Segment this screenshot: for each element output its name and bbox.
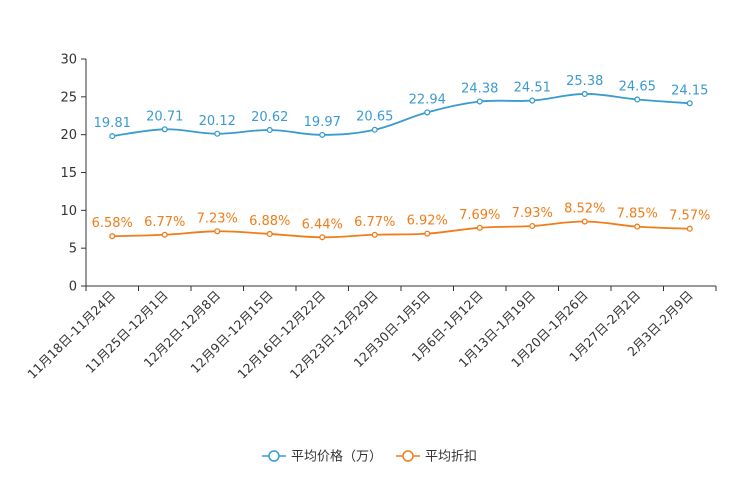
- data-point: [476, 224, 483, 231]
- data-label: 24.38: [461, 82, 498, 97]
- data-label: 7.69%: [459, 208, 500, 223]
- x-tick-label: 11月18日-11月24日: [24, 288, 118, 382]
- data-point: [371, 126, 378, 133]
- data-point: [476, 98, 483, 105]
- data-point: [109, 133, 116, 140]
- data-point: [686, 100, 693, 107]
- data-point: [581, 90, 588, 98]
- data-point: [319, 131, 326, 138]
- series-line: [112, 93, 690, 137]
- data-label: 7.93%: [512, 206, 553, 221]
- data-point: [581, 218, 588, 225]
- data-point: [161, 126, 168, 133]
- data-label: 25.38: [566, 74, 603, 89]
- data-point: [424, 109, 431, 116]
- data-label: 22.94: [409, 92, 446, 107]
- data-label: 7.85%: [617, 207, 658, 222]
- legend-label: 平均折扣: [425, 450, 477, 465]
- data-point: [686, 225, 693, 232]
- series-2: 6.58% 6.77% 7.23% 6.88% 6.44% 6.77% 6.92% 7.69%…: [92, 202, 710, 241]
- data-label: 6.77%: [144, 215, 185, 230]
- data-label: 8.52%: [564, 202, 605, 217]
- data-point: [266, 230, 273, 237]
- y-tick-label: 5: [69, 242, 77, 257]
- data-label: 6.92%: [407, 214, 448, 229]
- data-point: [424, 230, 431, 237]
- x-tick-label: 12月16日-12月22日: [234, 288, 328, 382]
- data-point: [529, 222, 536, 230]
- legend-marker-icon: [268, 450, 280, 462]
- data-point: [161, 231, 168, 238]
- data-point: [529, 97, 536, 104]
- data-label: 20.71: [146, 109, 183, 124]
- y-tick-label: 0: [69, 280, 77, 295]
- legend-label: 平均价格（万）: [291, 449, 382, 465]
- data-label: 24.65: [619, 79, 656, 94]
- data-label: 7.23%: [197, 211, 238, 226]
- legend-marker-icon: [402, 450, 414, 462]
- y-tick-label: 30: [60, 53, 77, 68]
- legend-item-1: 平均价格（万）: [262, 449, 382, 465]
- data-point: [109, 233, 116, 240]
- data-label: 6.58%: [92, 216, 133, 231]
- data-label: 7.57%: [669, 209, 710, 224]
- data-point: [266, 126, 273, 134]
- y-tick-label: 10: [60, 204, 77, 219]
- series-1: 19.81 20.71 20.12 20.62 19.97 20.65 22.94 24.38…: [94, 74, 708, 140]
- data-label: 19.97: [304, 115, 341, 130]
- data-label: 6.77%: [354, 215, 395, 230]
- data-label: 6.44%: [302, 217, 343, 232]
- data-point: [319, 234, 326, 241]
- data-point: [214, 130, 221, 137]
- data-label: 20.65: [356, 110, 393, 125]
- data-point: [371, 231, 378, 238]
- data-point: [634, 223, 641, 230]
- y-tick-label: 25: [60, 90, 77, 105]
- legend-item-2: 平均折扣: [396, 450, 477, 465]
- series-line: [112, 220, 690, 239]
- data-label: 6.88%: [249, 214, 290, 229]
- y-tick-label: 15: [60, 166, 77, 181]
- data-label: 24.15: [671, 83, 708, 98]
- data-label: 19.81: [94, 116, 131, 131]
- x-tick-label: 12月23日-12月29日: [287, 288, 381, 382]
- data-point: [634, 96, 641, 103]
- data-label: 20.62: [251, 110, 288, 125]
- y-tick-label: 20: [60, 128, 77, 143]
- data-label: 20.12: [199, 114, 236, 129]
- data-point: [214, 228, 221, 235]
- data-label: 24.51: [514, 81, 551, 96]
